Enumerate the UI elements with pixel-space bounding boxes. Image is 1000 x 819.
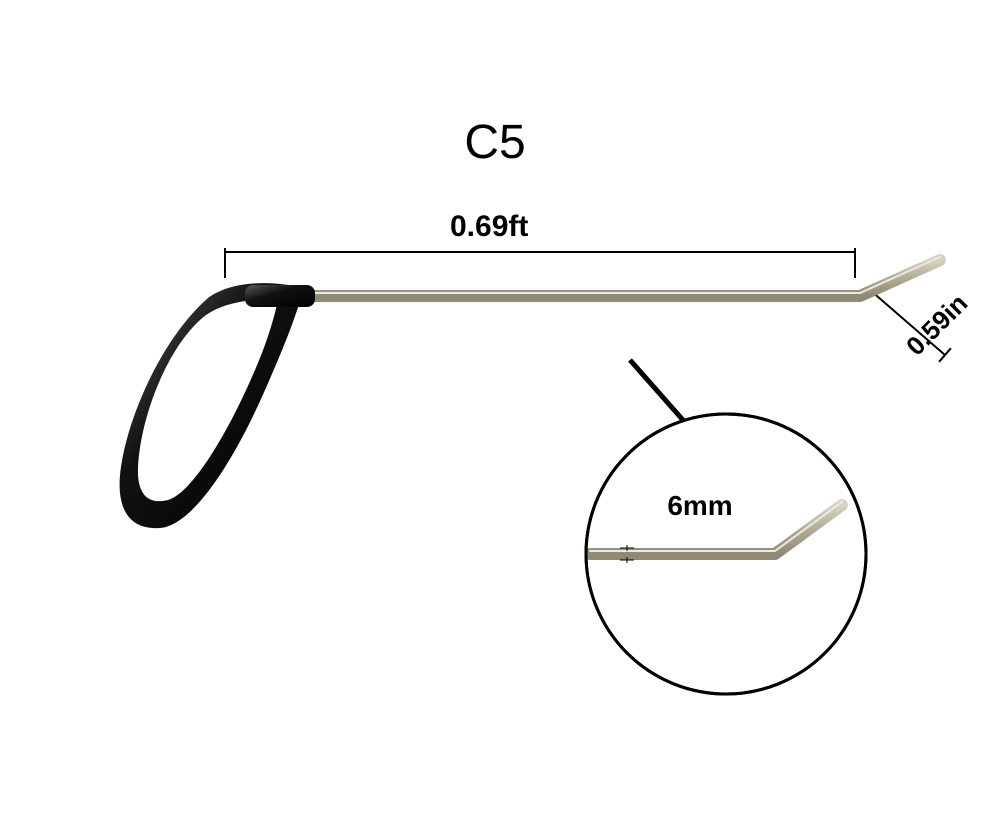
- shaft-length-label: 0.69ft: [450, 210, 528, 244]
- tool-shaft: [245, 257, 940, 296]
- diagram-canvas: C5 0.69ft 0.59in 6mm: [0, 0, 1000, 814]
- product-title: C5: [464, 115, 525, 170]
- diameter-label: 6mm: [667, 490, 732, 522]
- shaft-length-dimension: [225, 248, 855, 278]
- tool-handle: [120, 283, 315, 528]
- detail-circle: [586, 414, 866, 694]
